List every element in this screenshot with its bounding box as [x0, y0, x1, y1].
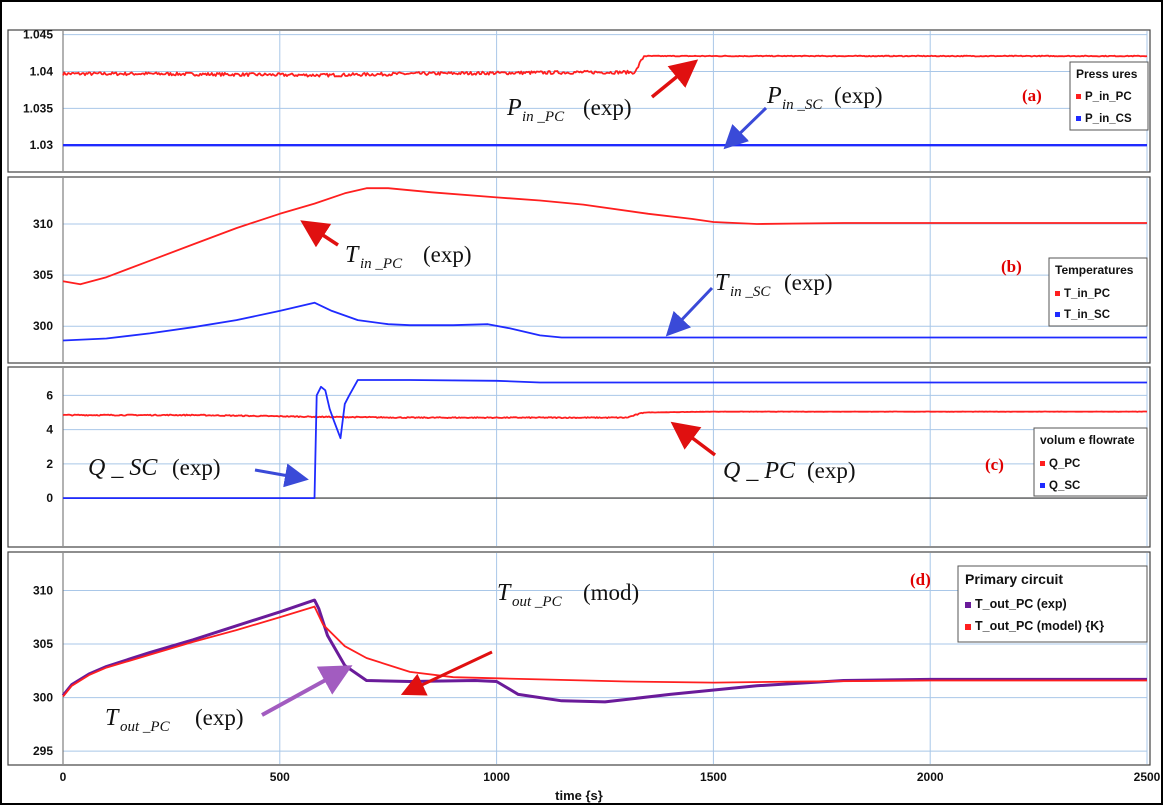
x-tick-label: 1500	[700, 770, 727, 784]
panel-a-tag: (a)	[1022, 86, 1042, 105]
legend-d-label-0: T_out_PC (exp)	[975, 597, 1067, 611]
panel-a-frame	[8, 30, 1150, 172]
annotation-p-in-sc-main: P	[766, 83, 782, 109]
annotation-t-out-pc-mod-paren: (mod)	[583, 580, 639, 605]
annotation-p-in-pc-main: P	[506, 95, 522, 121]
x-tick-label: 2500	[1134, 770, 1161, 784]
annotation-p-in-pc-paren: (exp)	[583, 95, 632, 120]
y-tick-label: 6	[46, 388, 53, 402]
legend-c-title: volum e flowrate	[1040, 433, 1135, 447]
legend-c-label-1: Q_SC	[1049, 480, 1080, 492]
y-tick-label: 300	[33, 691, 53, 705]
annotation-t-out-pc-exp-paren: (exp)	[195, 705, 244, 730]
legend-a-label-1: P_in_CS	[1085, 113, 1132, 125]
panel-b-temperatures: 310 305 300 Temperatures T_in_PC T_in_SC (…	[8, 177, 1150, 363]
panel-c-legend: volum e flowrate Q_PC Q_SC	[1034, 428, 1147, 496]
y-tick-label: 4	[46, 423, 53, 437]
y-tick-label: 305	[33, 637, 53, 651]
panel-a-pressures: 1.045 1.04 1.035 1.03 Press ures P_in_PC P_…	[8, 28, 1150, 172]
y-tick-label: 2	[46, 457, 53, 471]
panel-d-tag: (d)	[910, 570, 931, 589]
legend-d-title: Primary circuit	[965, 571, 1063, 587]
annotation-t-in-pc-main: T	[345, 242, 360, 268]
legend-c-swatch-1	[1040, 483, 1045, 488]
annotation-p-in-pc-sub: in _PC	[522, 109, 565, 125]
annotation-q-pc-paren: (exp)	[807, 458, 856, 483]
legend-b-label-0: T_in_PC	[1064, 288, 1110, 300]
annotation-t-in-sc-paren: (exp)	[784, 270, 833, 295]
legend-c-swatch-0	[1040, 461, 1045, 466]
y-tick-label: 305	[33, 268, 53, 282]
panel-d-legend: Primary circuit T_out_PC (exp) T_out_PC …	[958, 566, 1147, 642]
legend-b-swatch-0	[1055, 291, 1060, 296]
y-tick-label: 1.045	[23, 28, 53, 42]
annotation-t-in-sc-sub: in _SC	[730, 284, 771, 300]
y-tick-label: 310	[33, 217, 53, 231]
annotation-t-out-pc-exp-sub: out _PC	[120, 719, 171, 735]
legend-d-label-1: T_out_PC (model) {K}	[975, 619, 1104, 633]
legend-c-label-0: Q_PC	[1049, 458, 1080, 470]
annotation-t-out-pc-mod-main: T	[497, 580, 512, 606]
annotation-p-in-sc-paren: (exp)	[834, 83, 883, 108]
panel-d-primary-circuit: 310 305 300 295 Primary circuit T_out_PC (e…	[8, 552, 1161, 803]
y-tick-label: 295	[33, 744, 53, 758]
y-tick-label: 1.035	[23, 101, 53, 115]
panel-b-tag: (b)	[1001, 257, 1022, 276]
annotation-t-out-pc-mod-sub: out _PC	[512, 594, 563, 610]
panel-b-legend: Temperatures T_in_PC T_in_SC	[1049, 258, 1147, 326]
panel-a-legend: Press ures P_in_PC P_in_CS	[1070, 62, 1148, 130]
legend-b-title: Temperatures	[1055, 263, 1134, 277]
annotation-t-in-pc-paren: (exp)	[423, 242, 472, 267]
legend-d-swatch-1	[965, 624, 971, 630]
annotation-t-in-pc-sub: in _PC	[360, 256, 403, 272]
legend-d-swatch-0	[965, 602, 971, 608]
annotation-q-pc-main: Q _ PC	[723, 458, 796, 484]
annotation-t-in-sc-main: T	[715, 270, 730, 296]
x-axis-label: time {s}	[555, 788, 603, 803]
legend-a-label-0: P_in_PC	[1085, 91, 1132, 103]
x-tick-label: 2000	[917, 770, 944, 784]
x-tick-label: 0	[60, 770, 67, 784]
annotation-q-sc-paren: (exp)	[172, 455, 221, 480]
legend-a-swatch-1	[1076, 116, 1081, 121]
annotation-q-sc-main: Q _ SC	[88, 455, 158, 481]
annotation-t-out-pc-exp-main: T	[105, 705, 120, 731]
legend-a-swatch-0	[1076, 94, 1081, 99]
legend-a-title: Press ures	[1076, 67, 1138, 81]
x-tick-label: 1000	[483, 770, 510, 784]
annotation-p-in-sc-sub: in _SC	[782, 97, 823, 113]
y-tick-label: 0	[46, 491, 53, 505]
legend-b-swatch-1	[1055, 312, 1060, 317]
y-tick-label: 300	[33, 319, 53, 333]
panel-c-tag: (c)	[985, 455, 1004, 474]
legend-b-label-1: T_in_SC	[1064, 309, 1110, 321]
panel-c-flowrate: 6 4 2 0 volum e flowrate Q_PC Q_SC (c) Q _ …	[8, 367, 1150, 547]
y-tick-label: 1.03	[30, 138, 54, 152]
y-tick-label: 310	[33, 583, 53, 597]
y-tick-label: 1.04	[30, 65, 54, 79]
x-tick-label: 500	[270, 770, 290, 784]
